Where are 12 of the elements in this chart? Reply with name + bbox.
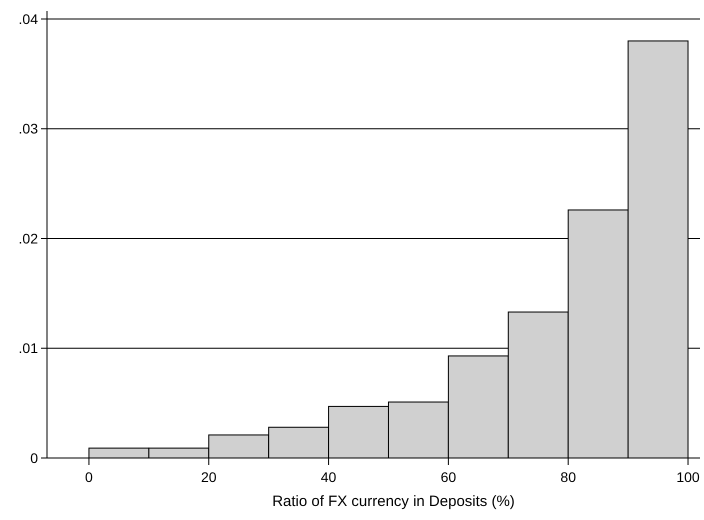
y-tick-label: .03	[18, 120, 38, 137]
x-tick-label: 60	[440, 469, 456, 485]
y-tick-label: .04	[18, 10, 38, 27]
x-tick-label: 40	[320, 469, 337, 485]
x-tick-label: 100	[676, 469, 700, 485]
y-tick-label: .01	[18, 340, 38, 356]
x-tick-label: 80	[560, 469, 576, 485]
x-axis-title: Ratio of FX currency in Deposits (%)	[272, 493, 515, 510]
y-tick-label: .02	[18, 230, 38, 246]
x-tick-label: 20	[200, 469, 217, 485]
x-tick-label: 0	[85, 469, 94, 485]
y-tick-label: 0	[30, 450, 38, 466]
